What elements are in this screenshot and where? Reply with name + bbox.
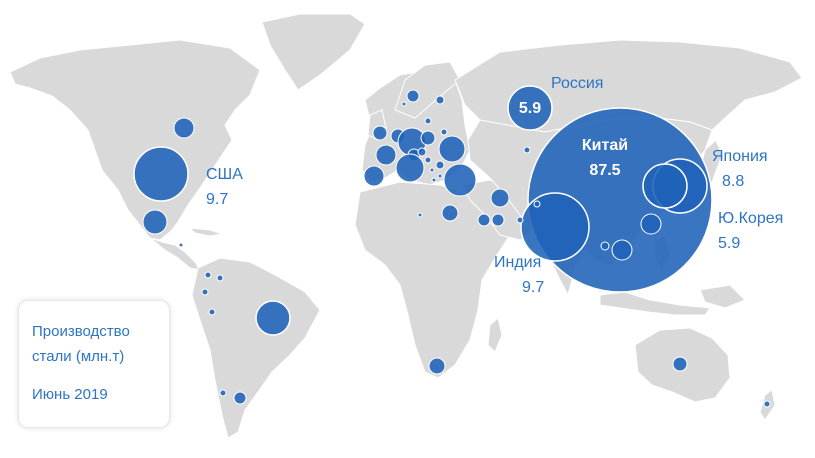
greenland	[262, 14, 365, 90]
label-japan-value: 8.8	[722, 172, 744, 192]
bubble-romania	[436, 161, 444, 169]
central-america	[150, 238, 200, 270]
north-america	[10, 40, 260, 240]
bubble-egypt	[442, 205, 458, 221]
bubble-belarus	[441, 129, 447, 135]
bubble-iran	[491, 189, 509, 207]
legend-box: Производство стали (млн.т) Июнь 2019	[18, 300, 170, 428]
bubble-uk	[373, 126, 387, 140]
bubble-south-africa	[429, 358, 445, 374]
bubble-france	[376, 145, 396, 165]
legend-title-line1: Производство	[32, 323, 130, 340]
bubble-poland	[421, 131, 435, 145]
bubble-ecuador	[202, 289, 208, 295]
bubble-norway	[402, 102, 406, 106]
indonesia	[600, 292, 710, 315]
bubble-greece	[432, 178, 436, 182]
bubble-bulgaria	[438, 174, 442, 178]
bubble-usa	[134, 147, 188, 201]
bubble-new-zealand	[764, 401, 770, 407]
bubble-czech	[418, 148, 426, 156]
bubble-hungary	[425, 157, 431, 163]
bubble-chile	[220, 390, 226, 396]
bubble-serbia	[430, 168, 434, 172]
bubble-australia	[673, 357, 687, 371]
label-india-name: Индия	[494, 253, 541, 273]
label-china-value: 87.5	[580, 160, 630, 182]
bubble-saudi	[478, 214, 490, 226]
label-india-value: 9.7	[522, 278, 544, 298]
bubble-peru	[209, 309, 215, 315]
legend-date: Июнь 2019	[32, 386, 108, 403]
label-usa-value: 9.7	[206, 190, 228, 210]
bubble-italy	[396, 154, 424, 182]
label-russia-name: Россия	[551, 74, 603, 94]
caribbean	[190, 228, 222, 236]
bubble-venezuela	[217, 275, 223, 281]
bubble-finland	[436, 96, 444, 104]
bubble-canada	[174, 118, 194, 138]
label-usa-name: США	[206, 165, 243, 185]
label-russia-value: 5.9	[514, 98, 546, 120]
bubble-turkey	[444, 164, 476, 196]
bubble-colombia	[205, 272, 211, 278]
bubble-argentina	[234, 392, 246, 404]
label-korea-value: 5.9	[718, 234, 740, 254]
bubble-taiwan	[641, 214, 661, 234]
bubble-oman	[517, 217, 523, 223]
bubble-kazakhstan	[524, 147, 530, 153]
label-china-name: Китай	[580, 135, 630, 157]
legend-title-line2: стали (млн.т)	[32, 348, 124, 365]
bubble-ukraine	[439, 136, 465, 162]
bubble-algeria	[418, 213, 422, 217]
south-america	[192, 258, 320, 438]
bubble-korea	[643, 164, 687, 208]
bubble-india	[521, 193, 589, 261]
bubble-baltic	[425, 118, 431, 124]
bubble-sweden	[407, 90, 419, 102]
bubble-mexico	[143, 210, 167, 234]
label-japan-name: Япония	[712, 147, 768, 167]
bubble-spain	[364, 166, 384, 186]
bubble-pakistan	[534, 201, 540, 207]
bubble-thailand	[601, 242, 609, 250]
bubble-brazil	[256, 301, 290, 335]
bubble-vietnam	[612, 240, 632, 260]
bubble-uae	[492, 214, 504, 226]
bubble-central-am	[179, 243, 183, 247]
label-korea-name: Ю.Корея	[718, 209, 783, 229]
madagascar	[488, 318, 502, 352]
new-guinea	[700, 285, 745, 308]
